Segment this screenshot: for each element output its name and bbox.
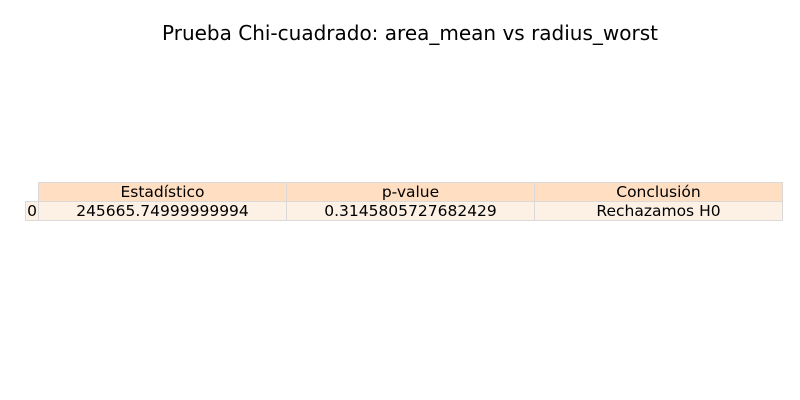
results-table: Estadístico p-value Conclusión 0 245665.… (25, 182, 783, 221)
column-header-p-value: p-value (286, 182, 535, 202)
chart-title: Prueba Chi-cuadrado: area_mean vs radius… (162, 21, 658, 45)
row-index-label: 0 (25, 201, 39, 221)
table-header-row: Estadístico p-value Conclusión (26, 182, 783, 202)
column-header-conclusion: Conclusión (534, 182, 783, 202)
cell-p-value: 0.3145805727682429 (286, 201, 535, 221)
column-header-estadistico: Estadístico (38, 182, 287, 202)
table-corner (26, 183, 39, 202)
cell-conclusion: Rechazamos H0 (534, 201, 783, 221)
cell-estadistico: 245665.74999999994 (38, 201, 287, 221)
table-row: 0 245665.74999999994 0.3145805727682429 … (25, 201, 783, 221)
